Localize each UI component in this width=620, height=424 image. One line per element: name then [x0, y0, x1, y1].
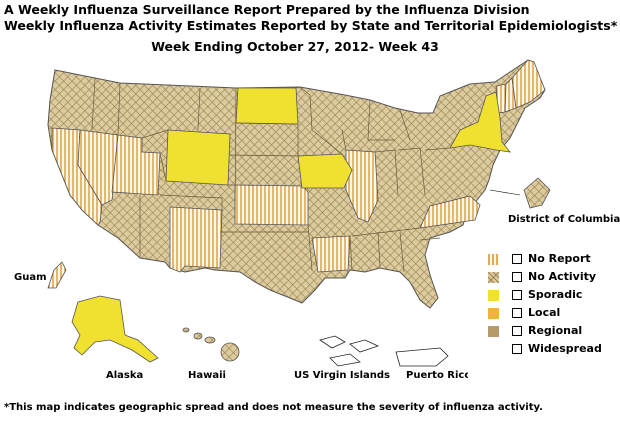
legend-label: Sporadic	[528, 288, 583, 301]
state-nevada	[77, 129, 119, 206]
state-new-mexico	[169, 206, 223, 273]
legend-label: Regional	[528, 324, 583, 337]
report-subtitle: Weekly Influenza Activity Estimates Repo…	[4, 18, 618, 33]
state-new-york	[449, 91, 511, 153]
state-maine	[511, 59, 546, 109]
footnote: *This map indicates geographic spread an…	[4, 402, 543, 413]
legend-checkbox[interactable]	[512, 254, 522, 264]
state-kansas	[234, 184, 309, 226]
legend-label: No Report	[528, 252, 591, 265]
label-hawaii: Hawaii	[188, 370, 226, 381]
legend-item: Sporadic	[488, 288, 620, 304]
legend-item: No Activity	[488, 270, 620, 286]
legend-checkbox[interactable]	[512, 290, 522, 300]
state-borders	[91, 77, 451, 273]
state-guam	[47, 261, 67, 289]
legend-swatch-regional	[488, 326, 499, 337]
legend-checkbox[interactable]	[512, 344, 522, 354]
state-north-dakota	[235, 87, 299, 125]
legend-checkbox[interactable]	[512, 308, 522, 318]
state-arkansas	[311, 235, 351, 273]
legend-item: Regional	[488, 324, 620, 340]
state-wyoming	[165, 129, 231, 186]
legend-swatch-no-report	[488, 254, 499, 265]
state-alaska	[71, 295, 159, 363]
state-iowa	[297, 153, 353, 189]
legend-item: No Report	[488, 252, 620, 268]
legend-item: Widespread	[488, 342, 620, 358]
territory-usvi	[319, 335, 380, 367]
legend-label: No Activity	[528, 270, 597, 283]
report-title: A Weekly Influenza Surveillance Report P…	[4, 2, 530, 17]
legend-swatch-local	[488, 308, 499, 319]
legend-swatch-no-activity	[488, 272, 499, 283]
label-guam: Guam	[14, 272, 47, 283]
dc-pointer	[489, 189, 521, 196]
legend-checkbox[interactable]	[512, 326, 522, 336]
legend-label: Widespread	[528, 342, 602, 355]
label-alaska: Alaska	[106, 370, 144, 381]
state-virginia	[419, 195, 481, 229]
legend-label: Local	[528, 306, 561, 319]
legend-swatch-widespread	[488, 344, 499, 355]
week-heading: Week Ending October 27, 2012- Week 43	[151, 39, 439, 54]
dc-inset	[523, 177, 551, 209]
state-hawaii	[182, 327, 240, 362]
legend-checkbox[interactable]	[512, 272, 522, 282]
legend-item: Local	[488, 306, 620, 322]
label-puerto-rico: Puerto Rico	[406, 370, 468, 381]
territory-puerto-rico	[395, 347, 449, 367]
label-dc: District of Columbia	[508, 214, 620, 225]
legend-swatch-sporadic	[488, 290, 499, 301]
label-usvi: US Virgin Islands	[294, 370, 390, 381]
